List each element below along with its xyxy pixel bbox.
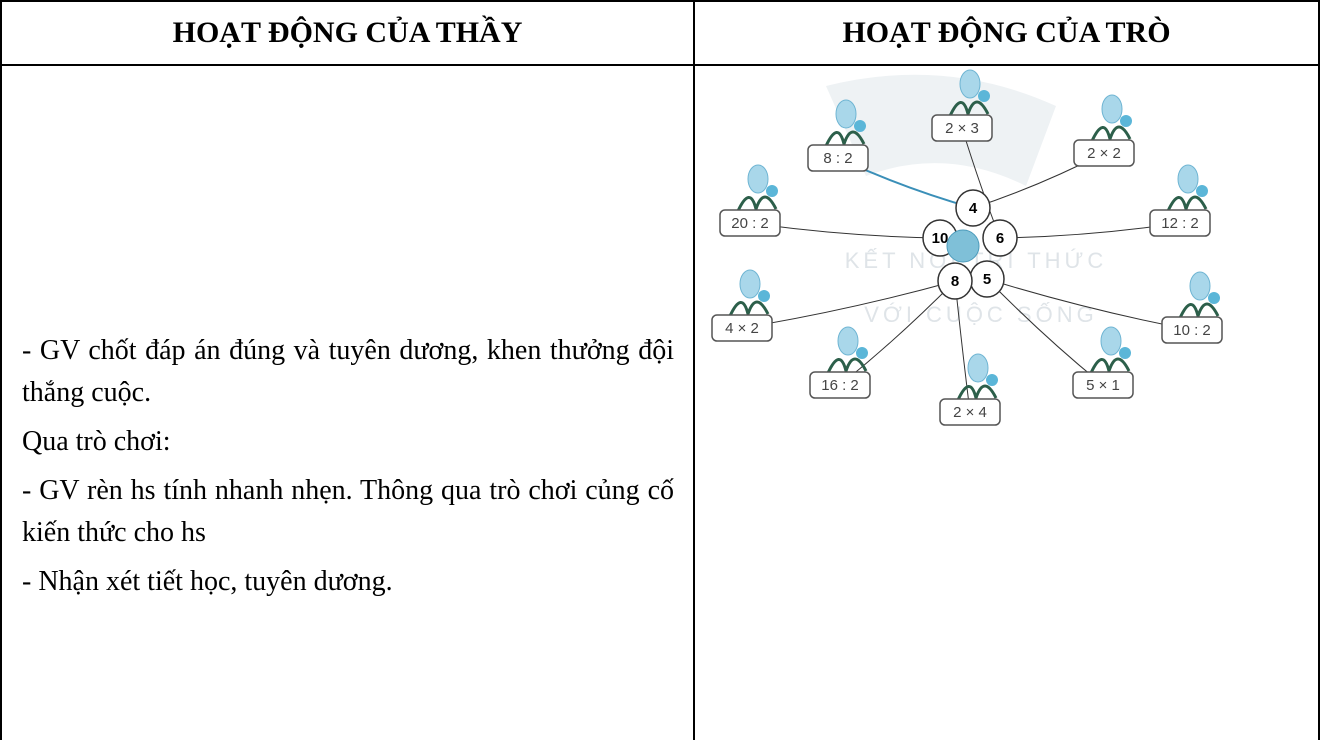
flower: [1208, 292, 1220, 304]
paragraph: - Nhận xét tiết học, tuyên dương.: [22, 566, 393, 597]
table-border: [1318, 0, 1320, 740]
petal-number: 8: [951, 273, 959, 290]
card: [939, 398, 1001, 426]
flower: [1177, 164, 1199, 194]
watermark-text: VỚI CUỘC SỐNG: [864, 301, 1097, 327]
card-text: 4 × 2: [725, 320, 759, 337]
petal: [937, 262, 973, 300]
flower: [1189, 271, 1211, 301]
petal: [955, 189, 991, 227]
leaves: [1166, 195, 1208, 215]
card: [1072, 371, 1134, 399]
flower-center: [946, 229, 980, 263]
card-text: 2 × 4: [953, 404, 987, 421]
flower: [1196, 185, 1208, 197]
leaves: [728, 300, 770, 320]
flower: [1100, 326, 1122, 356]
petal-number: 10: [932, 230, 949, 247]
card-text: 2 × 2: [1087, 145, 1121, 162]
table-border: [0, 0, 2, 740]
card-text: 10 : 2: [1173, 322, 1211, 339]
card-text: 5 × 1: [1086, 377, 1120, 394]
leaves: [824, 130, 866, 150]
petal: [982, 219, 1018, 257]
column-header: HOẠT ĐỘNG CỦA THẦY: [172, 16, 523, 49]
petal-number: 6: [996, 230, 1004, 247]
paragraph: - GV rèn hs tính nhanh nhẹn. Thông qua t…: [22, 475, 674, 548]
leaves: [1090, 125, 1132, 145]
card: [809, 371, 871, 399]
card: [711, 314, 773, 342]
flower: [835, 99, 857, 129]
connector: [839, 280, 956, 386]
leaves: [948, 100, 990, 120]
paragraph: - GV chốt đáp án đúng và tuyên dương, kh…: [22, 335, 674, 408]
paragraph: Qua trò chơi:: [22, 426, 171, 457]
card: [719, 209, 781, 237]
leaves: [736, 195, 778, 215]
table-border: [2, 64, 1319, 66]
flower: [1120, 115, 1132, 127]
flower: [854, 120, 866, 132]
flower: [739, 269, 761, 299]
card-text: 20 : 2: [731, 215, 769, 232]
card-text: 2 × 3: [945, 120, 979, 137]
flower: [856, 347, 868, 359]
petal-number: 4: [969, 200, 978, 217]
flower: [986, 374, 998, 386]
leaves: [1178, 302, 1220, 322]
flower: [747, 164, 769, 194]
petal-number: 5: [983, 271, 991, 288]
connector: [986, 278, 1104, 386]
flower: [758, 290, 770, 302]
card: [1149, 209, 1211, 237]
card: [1073, 139, 1135, 167]
flower: [959, 69, 981, 99]
flower: [837, 326, 859, 356]
flower: [967, 353, 989, 383]
card: [931, 114, 993, 142]
table-border: [693, 0, 695, 740]
flower: [1101, 94, 1123, 124]
card: [1161, 316, 1223, 344]
card-text: 16 : 2: [821, 377, 859, 394]
card: [807, 144, 869, 172]
card-text: 8 : 2: [823, 150, 852, 167]
table-border: [2, 0, 1319, 2]
flower: [978, 90, 990, 102]
card-text: 12 : 2: [1161, 215, 1199, 232]
leaves: [826, 357, 868, 377]
leaves: [1089, 357, 1131, 377]
leaves: [956, 384, 998, 404]
flower: [1119, 347, 1131, 359]
column-header: HOẠT ĐỘNG CỦA TRÒ: [842, 16, 1171, 49]
teacher-activity: - GV chốt đáp án đúng và tuyên dương, kh…: [22, 330, 674, 610]
flower: [766, 185, 778, 197]
